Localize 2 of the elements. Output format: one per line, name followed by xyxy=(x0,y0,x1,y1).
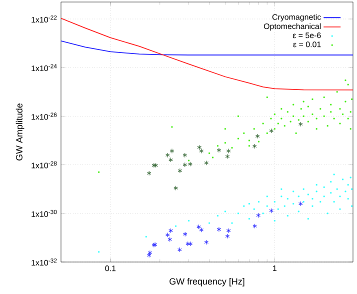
y-axis-title: GW Amplitude xyxy=(16,104,24,160)
x-axis-title: GW frequency [Hz] xyxy=(170,278,244,286)
